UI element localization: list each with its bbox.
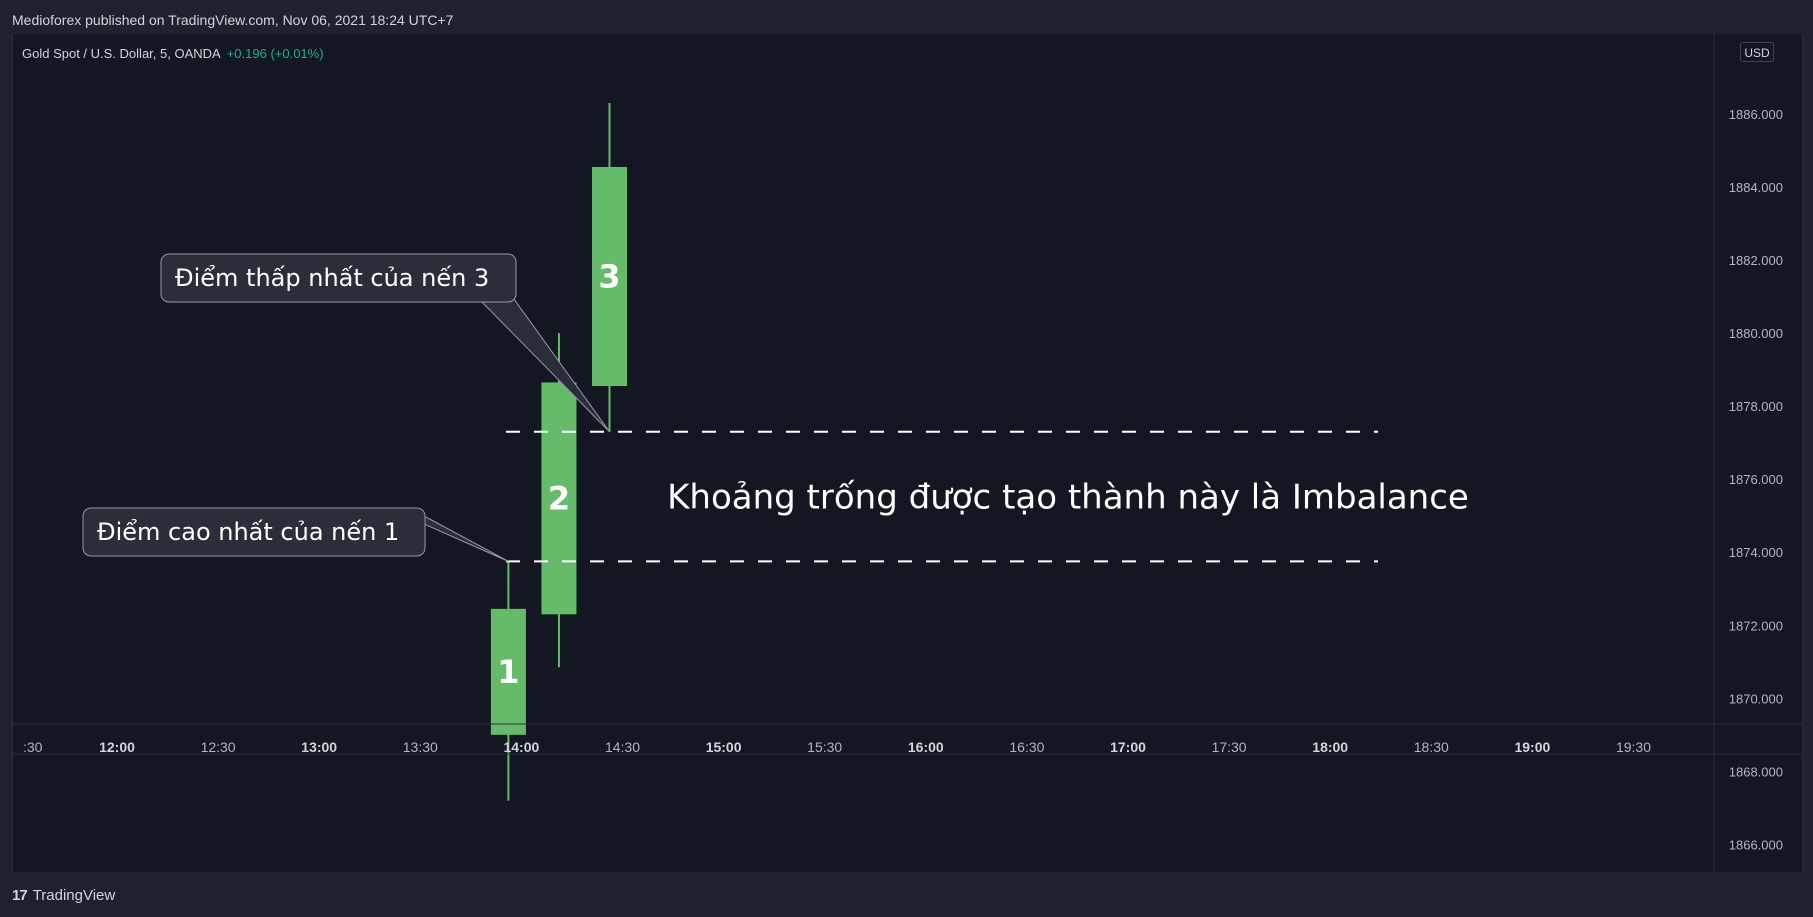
candle-3[interactable]: 3 — [592, 103, 627, 432]
x-tick-label: 18:00 — [1312, 739, 1348, 755]
x-tick-label: 12:00 — [99, 739, 135, 755]
x-tick-label: 14:00 — [503, 739, 539, 755]
candle-1[interactable]: 1 — [490, 561, 526, 801]
y-tick-label: 1868.000 — [1729, 764, 1783, 779]
x-tick-label: 16:00 — [908, 739, 944, 755]
x-tick-label: 19:30 — [1616, 739, 1651, 755]
price-scale: 1866.000 1868.000 1870.000 1872.000 1874.000… — [1729, 107, 1783, 852]
x-tick-label: 16:30 — [1009, 739, 1044, 755]
currency-badge[interactable]: USD — [1740, 42, 1774, 62]
x-tick-label: 15:00 — [706, 739, 742, 755]
x-tick-label: 19:00 — [1514, 739, 1550, 755]
y-tick-label: 1866.000 — [1729, 837, 1783, 852]
price-change: +0.196 (+0.01%) — [226, 46, 324, 61]
plot-area: 1 2 3 Khoảng trống được tạo thành này là Im… — [82, 103, 1469, 801]
x-tick-label: 13:30 — [403, 739, 438, 755]
callout[interactable]: Điểm thấp nhất của nến 3 — [160, 253, 610, 433]
imbalance-label: Khoảng trống được tạo thành này là Imbal… — [667, 478, 1469, 518]
x-tick-label: 17:30 — [1212, 739, 1247, 755]
y-tick-label: 1874.000 — [1729, 545, 1783, 560]
y-tick-label: 1876.000 — [1729, 472, 1783, 487]
candle-2[interactable]: 2 — [541, 333, 577, 668]
y-tick-label: 1870.000 — [1729, 691, 1783, 706]
y-tick-label: 1878.000 — [1729, 399, 1783, 414]
candle-body[interactable] — [490, 608, 526, 735]
y-tick-label: 1884.000 — [1729, 180, 1783, 195]
publish-header: Medioforex published on TradingView.com,… — [12, 12, 454, 28]
candle-body[interactable] — [592, 166, 627, 387]
candle-body[interactable] — [541, 382, 577, 615]
x-tick-label: 12:30 — [201, 739, 236, 755]
callout-text: Điểm cao nhất của nến 1 — [97, 518, 399, 546]
callout-box[interactable] — [82, 507, 426, 557]
x-tick-label: 17:00 — [1110, 739, 1146, 755]
x-tick-label: 18:30 — [1414, 739, 1449, 755]
callout-text: Điểm thấp nhất của nến 3 — [175, 264, 489, 292]
x-tick-label: 13:00 — [301, 739, 337, 755]
symbol-name: Gold Spot / U.S. Dollar, 5, OANDA — [22, 46, 221, 61]
candle-number-label: 1 — [497, 653, 519, 691]
time-scale: :30 12:00 12:30 13:00 13:30 14:00 14:30 15:00 15… — [23, 739, 1651, 755]
y-tick-label: 1886.000 — [1729, 107, 1783, 122]
symbol-legend[interactable]: Gold Spot / U.S. Dollar, 5, OANDA +0.196 … — [22, 44, 324, 64]
callout-pointer — [410, 508, 509, 562]
brand-name: TradingView — [32, 886, 116, 904]
callout-box[interactable] — [160, 253, 517, 303]
y-tick-label: 1882.000 — [1729, 253, 1783, 268]
footer-branding[interactable]: 17 TradingView — [12, 884, 115, 906]
x-tick-label: :30 — [23, 739, 43, 755]
y-tick-label: 1872.000 — [1729, 618, 1783, 633]
chart-frame[interactable]: 1 2 3 Khoảng trống được tạo thành này là Im… — [12, 34, 1803, 872]
candle-number-label: 3 — [598, 258, 620, 296]
callout[interactable]: Điểm cao nhất của nến 1 — [82, 507, 509, 562]
x-tick-label: 15:30 — [807, 739, 842, 755]
candle-number-label: 2 — [548, 479, 570, 517]
x-tick-label: 14:30 — [605, 739, 640, 755]
tradingview-logo-icon: 17 — [12, 886, 28, 904]
y-tick-label: 1880.000 — [1729, 326, 1783, 341]
candlestick-chart[interactable]: 1 2 3 Khoảng trống được tạo thành này là Im… — [13, 34, 1802, 872]
